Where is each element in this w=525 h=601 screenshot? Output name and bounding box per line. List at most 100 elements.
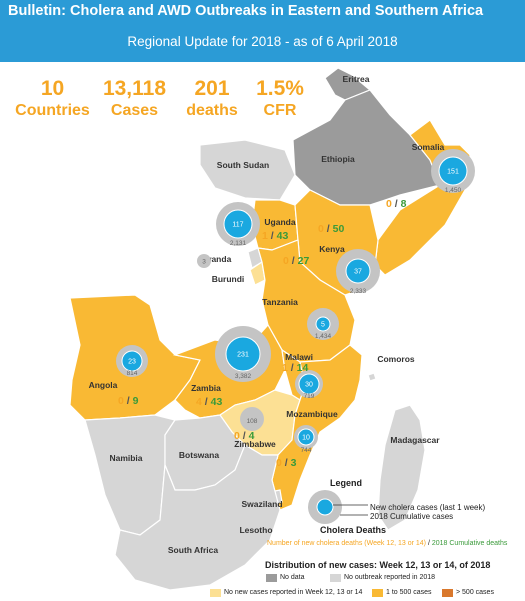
stat-countries: 10 Countries [10,77,95,121]
stat-deaths-label: deaths [186,102,238,119]
label-zambia: Zambia [191,383,221,393]
deaths-new-tanzania: 0 [283,255,292,267]
stat-cases-label: Cases [110,102,159,119]
label-zimbabwe: Zimbabwe [234,439,276,449]
deaths-separator-malawi: / [291,362,297,374]
deaths-angola: 0 / 9 [118,395,139,407]
stat-cfr: 1.5% CFR [240,77,320,121]
cumulative-cases-value-uganda: 2,131 [230,240,247,247]
deaths-new-kenya: 0 [318,223,327,235]
label-namibia: Namibia [109,453,142,463]
deaths-cum-mozambique: 3 [291,457,297,469]
label-ethiopia: Ethiopia [321,154,355,164]
deaths-kenya: 0 / 50 [318,223,344,235]
deaths-separator-tanzania: / [292,255,298,267]
page-title: Bulletin: Cholera and AWD Outbreaks in E… [8,3,484,19]
new-cases-bubble-angola [121,350,143,372]
cumulative-cases-value-malawi: 719 [304,393,315,400]
new-cases-value-uganda: 117 [232,222,243,229]
stat-deaths: 201 deaths [172,77,252,121]
deaths-cum-somalia: 8 [401,198,407,210]
cumulative-bubble-zimbabwe [240,407,264,431]
country-labels: Eritrea Ethiopia Somalia South Sudan Uganda K… [89,74,445,555]
label-malawi: Malawi [285,352,313,362]
country-comoros [367,372,377,382]
legend-new-cases-bubble [316,498,334,516]
country-shapes [69,67,471,591]
new-cases-value-angola: 23 [128,359,136,366]
deaths-zambia: 4 / 43 [196,396,222,408]
label-comoros: Comoros [377,354,415,364]
stat-cfr-value: 1.5% [256,77,304,100]
country-madagascar [377,404,426,531]
label-tanzania: Tanzania [262,297,298,307]
deaths-new-zimbabwe: 0 [234,430,243,442]
stat-deaths-value: 201 [194,77,230,100]
deaths-new-angola: 0 [118,395,127,407]
label-mozambique: Mozambique [286,409,338,419]
new-cases-value-malawi: 30 [305,382,313,389]
country-mozambique [271,344,363,511]
deaths-new-mozambique: 0 [276,457,285,469]
deaths-separator-uganda: / [271,230,277,242]
country-south-africa [114,444,281,591]
deaths-separator-angola: / [127,395,133,407]
cumulative-cases-value-rwanda: 3 [202,259,206,266]
label-kenya: Kenya [319,244,345,254]
deaths-separator-zimbabwe: / [243,430,249,442]
deaths-new-malawi: 1 [282,362,291,374]
legend-graphics [308,490,368,524]
cumulative-bubble-rwanda [197,254,211,268]
new-cases-value-kenya: 37 [354,269,362,276]
cumulative-cases-value-angola: 814 [127,370,138,377]
new-cases-bubble-kenya [345,258,371,284]
stat-cases: 13,118 Cases [92,77,177,121]
deaths-zimbabwe: 0 / 4 [234,430,255,442]
new-cases-value-somalia: 151 [447,169,459,176]
label-rwanda: Rwanda [199,254,232,264]
deaths-somalia: 0 / 8 [386,198,407,210]
new-cases-value-zambia: 231 [237,352,249,359]
label-uganda: Uganda [264,217,295,227]
label-madagascar: Madagascar [390,435,440,445]
deaths-mozambique: 0 / 3 [276,457,297,469]
header-banner: Bulletin: Cholera and AWD Outbreaks in E… [0,0,525,62]
stat-countries-label: Countries [15,102,90,119]
new-cases-bubble-somalia [438,156,468,186]
label-angola: Angola [89,380,118,390]
deaths-new-uganda: 1 [262,230,271,242]
deaths-new-zambia: 4 [196,396,205,408]
deaths-separator-mozambique: / [285,457,291,469]
label-south-africa: South Africa [168,545,218,555]
new-cases-bubble-zambia [225,336,261,372]
deaths-cum-angola: 9 [133,395,139,407]
deaths-separator-somalia: / [395,198,401,210]
country-south-sudan [199,139,296,201]
label-swaziland: Swaziland [241,499,282,509]
deaths-tanzania: 0 / 27 [283,255,309,267]
new-cases-value-tanzania: 5 [321,322,325,329]
deaths-cum-zimbabwe: 4 [249,430,255,442]
stat-countries-value: 10 [40,77,65,100]
label-burundi: Burundi [212,274,245,284]
deaths-cum-uganda: 43 [277,230,289,242]
stat-cases-value: 13,118 [102,77,167,100]
new-cases-bubble-malawi [298,373,320,395]
deaths-uganda: 1 / 43 [262,230,288,242]
deaths-malawi: 1 / 14 [282,362,308,374]
new-cases-bubble-uganda [223,209,253,239]
cumulative-cases-value-kenya: 2,333 [350,288,367,295]
deaths-separator-kenya: / [327,223,333,235]
new-cases-bubble-tanzania [315,316,331,332]
deaths-cum-malawi: 14 [297,362,309,374]
cumulative-cases-value-mozambique: 744 [301,447,312,454]
deaths-new-somalia: 0 [386,198,395,210]
new-cases-value-mozambique: 10 [302,435,310,442]
deaths-separator-zambia: / [205,396,211,408]
cumulative-cases-value-zimbabwe: 108 [247,418,258,425]
new-cases-bubble-mozambique [297,428,315,446]
deaths-cum-tanzania: 27 [298,255,310,267]
